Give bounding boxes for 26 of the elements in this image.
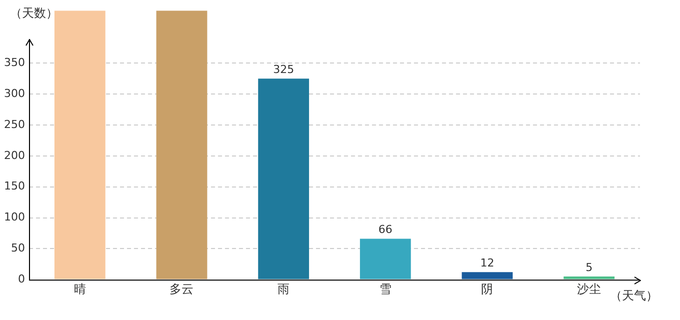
- x-tick-label: 雪: [379, 282, 392, 296]
- x-axis-title: （天气）: [610, 288, 658, 303]
- x-tick-label: 雨: [278, 282, 290, 296]
- x-tick-label: 晴: [74, 282, 86, 296]
- bar: [462, 272, 513, 280]
- y-tick-label: 250: [4, 118, 25, 131]
- bar: [564, 276, 615, 280]
- y-tick-label: 200: [4, 148, 25, 162]
- data-label: 12: [480, 256, 494, 270]
- x-tick-label: 阴: [481, 282, 494, 296]
- data-label: 5: [586, 260, 593, 274]
- x-tick-label: 多云: [170, 282, 194, 296]
- y-tick-label: 150: [4, 180, 25, 193]
- bar: [156, 10, 208, 280]
- y-axis-title: （天数）: [10, 6, 58, 20]
- y-tick-label: 350: [4, 56, 25, 70]
- bar: [54, 10, 106, 280]
- y-tick-label: 50: [10, 242, 25, 255]
- bar: [258, 78, 310, 280]
- y-tick-label: 300: [4, 86, 25, 100]
- bar: [360, 238, 411, 280]
- x-tick-label: 沙尘: [577, 282, 602, 296]
- data-label: 66: [378, 223, 392, 236]
- y-tick-label: 0: [18, 272, 25, 286]
- data-label: 325: [273, 62, 294, 76]
- y-tick-label: 100: [4, 210, 25, 224]
